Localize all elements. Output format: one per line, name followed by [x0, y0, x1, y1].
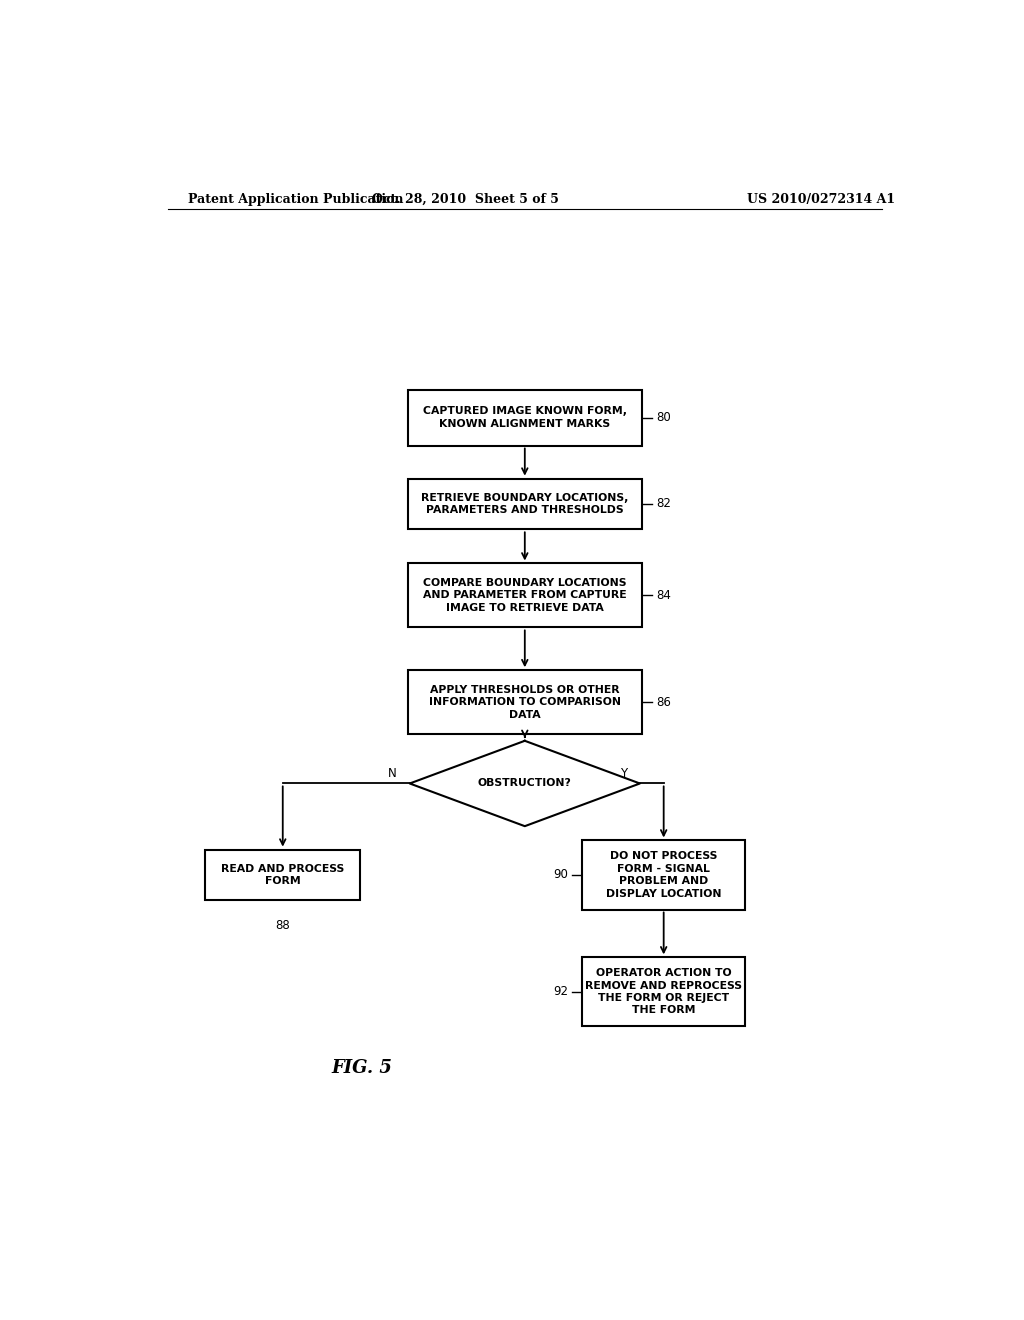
Text: COMPARE BOUNDARY LOCATIONS
AND PARAMETER FROM CAPTURE
IMAGE TO RETRIEVE DATA: COMPARE BOUNDARY LOCATIONS AND PARAMETER… [423, 578, 627, 612]
Text: READ AND PROCESS
FORM: READ AND PROCESS FORM [221, 863, 344, 886]
Text: 80: 80 [656, 411, 671, 424]
Text: 86: 86 [656, 696, 671, 709]
Text: 90: 90 [553, 869, 568, 882]
Polygon shape [410, 741, 640, 826]
Text: 88: 88 [275, 919, 290, 932]
Text: Patent Application Publication: Patent Application Publication [187, 193, 403, 206]
Bar [408, 389, 642, 446]
Text: N: N [388, 767, 396, 780]
Text: Oct. 28, 2010  Sheet 5 of 5: Oct. 28, 2010 Sheet 5 of 5 [372, 193, 559, 206]
Bar [583, 841, 745, 909]
Text: OBSTRUCTION?: OBSTRUCTION? [478, 779, 571, 788]
Bar [206, 850, 360, 900]
Text: DO NOT PROCESS
FORM - SIGNAL
PROBLEM AND
DISPLAY LOCATION: DO NOT PROCESS FORM - SIGNAL PROBLEM AND… [606, 851, 722, 899]
Text: 82: 82 [656, 498, 671, 511]
Bar [408, 564, 642, 627]
Text: Y: Y [621, 767, 628, 780]
Text: 84: 84 [656, 589, 671, 602]
Text: CAPTURED IMAGE KNOWN FORM,
KNOWN ALIGNMENT MARKS: CAPTURED IMAGE KNOWN FORM, KNOWN ALIGNME… [423, 407, 627, 429]
Text: FIG. 5: FIG. 5 [332, 1059, 392, 1077]
Text: APPLY THRESHOLDS OR OTHER
INFORMATION TO COMPARISON
DATA: APPLY THRESHOLDS OR OTHER INFORMATION TO… [429, 685, 621, 719]
Text: US 2010/0272314 A1: US 2010/0272314 A1 [748, 193, 895, 206]
Text: OPERATOR ACTION TO
REMOVE AND REPROCESS
THE FORM OR REJECT
THE FORM: OPERATOR ACTION TO REMOVE AND REPROCESS … [585, 969, 742, 1015]
Text: RETRIEVE BOUNDARY LOCATIONS,
PARAMETERS AND THRESHOLDS: RETRIEVE BOUNDARY LOCATIONS, PARAMETERS … [421, 492, 629, 515]
Bar [408, 479, 642, 529]
Text: 92: 92 [553, 985, 568, 998]
Bar [408, 671, 642, 734]
Bar [583, 957, 745, 1027]
